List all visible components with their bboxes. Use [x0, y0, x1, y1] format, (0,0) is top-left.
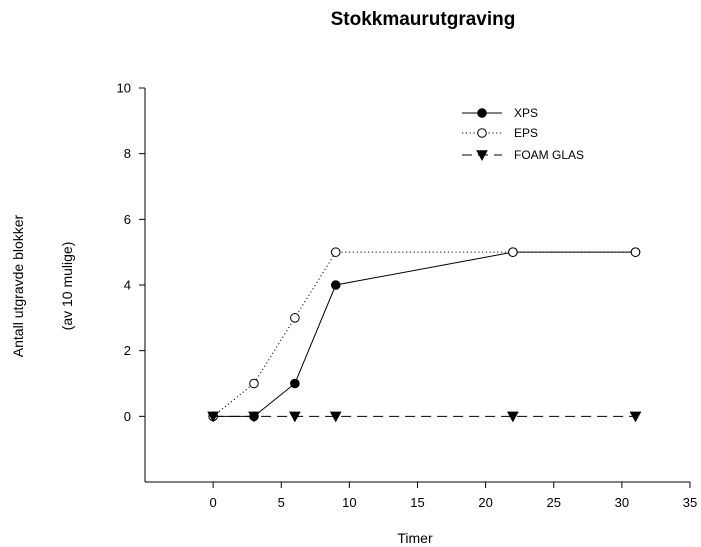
x-tick-label: 20 — [478, 495, 492, 510]
axes: 0 2 4 6 8 10 0 5 10 15 20 25 30 35 — [117, 81, 698, 511]
data-point-foam-glas — [629, 411, 642, 423]
y-tick-label: 4 — [124, 278, 131, 293]
y-tick-label: 10 — [117, 81, 131, 96]
y-tick-label: 0 — [124, 409, 131, 424]
x-tick-label: 35 — [683, 495, 697, 510]
legend-marker-xps — [477, 108, 487, 118]
y-tick-label: 6 — [124, 212, 131, 227]
data-point-eps — [630, 247, 641, 257]
x-tick-label: 10 — [342, 495, 356, 510]
series-line-eps — [212, 251, 636, 417]
x-tick-label: 30 — [615, 495, 629, 510]
series-foam-glas — [207, 411, 642, 423]
y-axis-sublabel: (av 10 mulige) — [59, 242, 75, 331]
legend-marker-foam-glas — [476, 150, 488, 162]
data-point-eps — [508, 247, 518, 257]
y-tick-label: 2 — [124, 343, 131, 358]
data-point-foam-glas — [248, 411, 260, 423]
y-axis-label: Antall utgravde blokker — [10, 214, 26, 357]
legend-label-foam-glas: FOAM GLAS — [514, 148, 584, 162]
x-tick-label: 5 — [278, 495, 285, 510]
x-tick-label: 0 — [210, 495, 217, 510]
legend-label-xps: XPS — [514, 106, 538, 120]
legend-label-eps: EPS — [514, 126, 538, 140]
x-axis-label: Timer — [397, 530, 433, 546]
data-point-eps — [330, 247, 341, 257]
data-point-xps — [290, 378, 300, 389]
data-point-eps — [249, 378, 259, 389]
series-layer — [207, 247, 642, 423]
data-point-foam-glas — [207, 411, 219, 423]
series-eps — [208, 247, 641, 422]
data-point-foam-glas — [507, 411, 519, 423]
y-tick-label: 8 — [124, 146, 131, 161]
legend: XPS EPS FOAM GLAS — [462, 106, 584, 162]
chart-title: Stokkmaurutgraving — [331, 9, 516, 30]
series-xps — [208, 247, 641, 422]
series-line-xps — [213, 251, 636, 417]
legend-marker-eps — [477, 128, 487, 138]
data-point-foam-glas — [289, 411, 301, 423]
data-point-foam-glas — [329, 411, 342, 423]
data-point-eps — [290, 313, 300, 323]
data-point-xps — [330, 280, 341, 290]
x-tick-label: 15 — [410, 495, 424, 510]
x-tick-label: 25 — [547, 495, 561, 510]
